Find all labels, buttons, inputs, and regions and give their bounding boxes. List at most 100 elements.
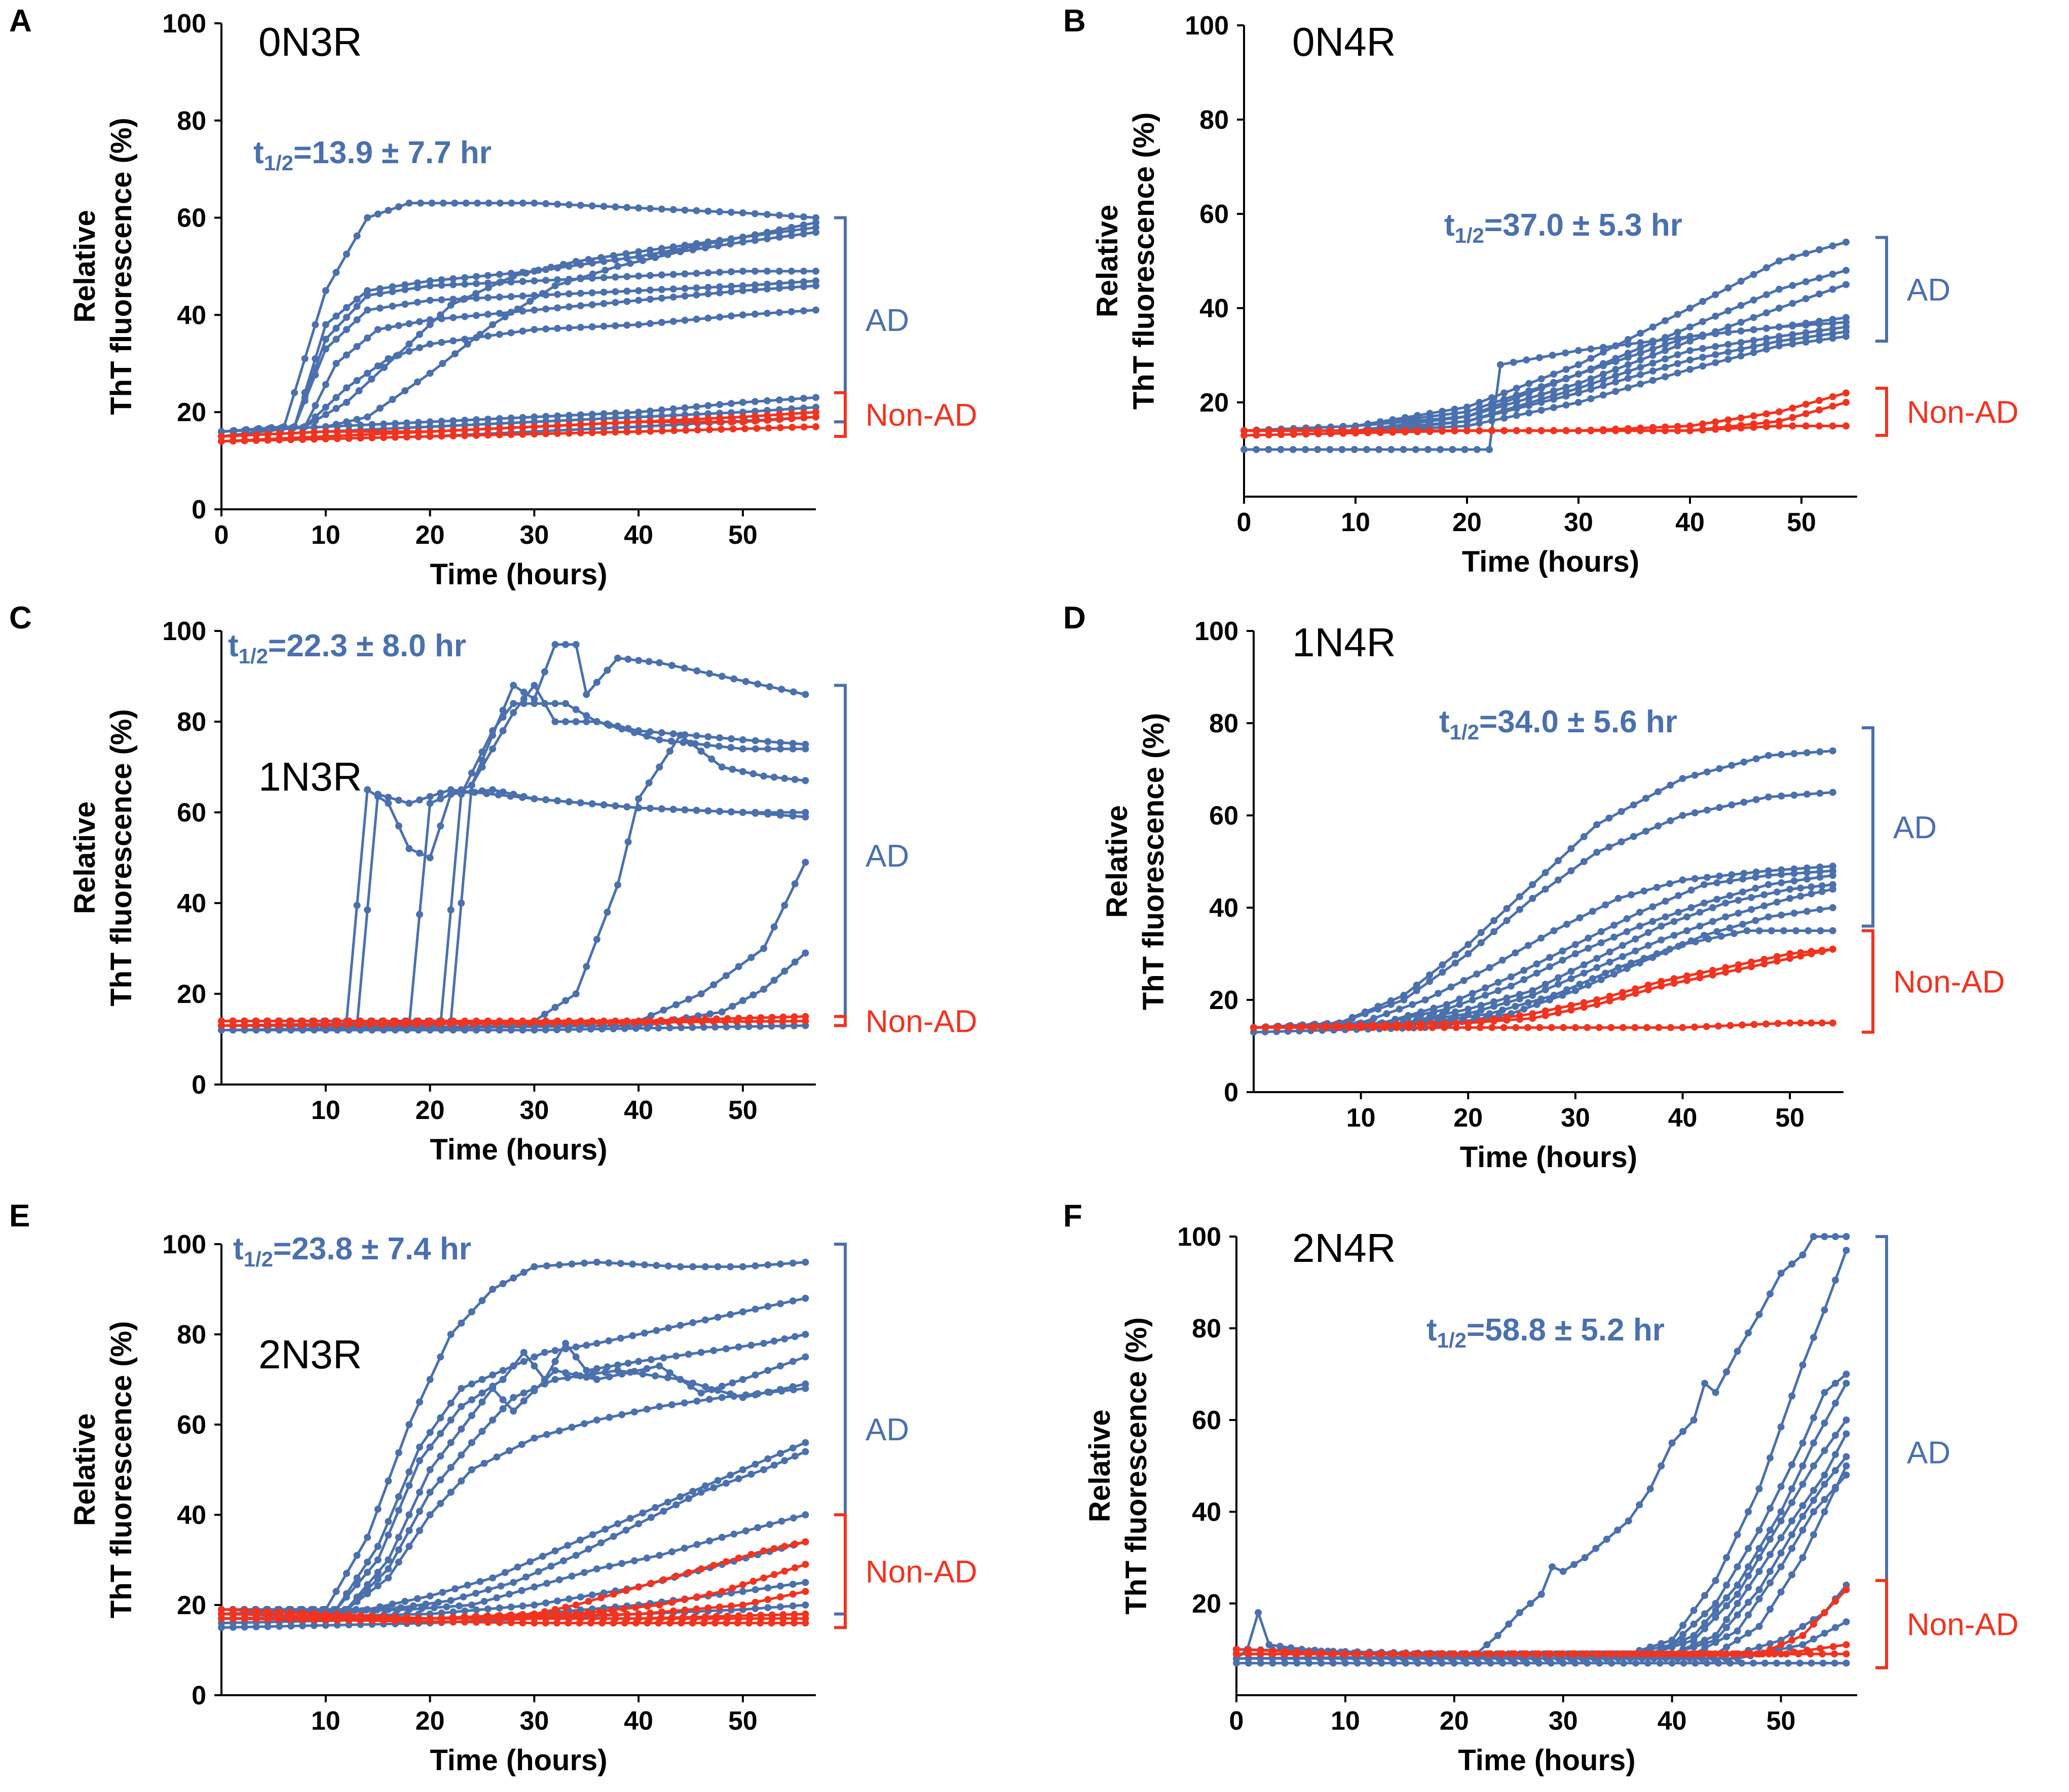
panel-a-point	[739, 268, 746, 275]
panel-f-point	[1829, 1643, 1837, 1651]
panel-d-point	[1439, 961, 1446, 968]
panel-c-point	[321, 1021, 328, 1029]
panel-a-xtick-label: 50	[728, 520, 758, 550]
panel-f-point	[1810, 1620, 1817, 1628]
panel-a-point	[484, 272, 492, 279]
panel-c-point	[666, 748, 673, 755]
panel-e-series-group	[218, 1258, 809, 1631]
panel-b-point	[1500, 399, 1508, 406]
panel-c-t-half: t1/2=22.3 ± 8.0 hr	[228, 628, 466, 668]
panel-a-point	[681, 270, 689, 278]
panel-e-point	[264, 1623, 272, 1630]
panel-d-point	[1803, 869, 1811, 876]
panel-a-point	[473, 280, 480, 287]
panel-b-point	[1674, 427, 1681, 434]
panel-e-point	[464, 1581, 471, 1589]
panel-d-point	[1559, 947, 1566, 955]
panel-a-point	[403, 433, 410, 441]
panel-d-point	[1571, 941, 1579, 948]
panel-b-point	[1649, 345, 1657, 353]
panel-a-point	[588, 202, 596, 210]
panel-e-point	[413, 1595, 421, 1602]
panel-f-point	[1668, 1439, 1676, 1447]
panel-d-point	[1620, 1024, 1627, 1031]
panel-c-point	[461, 1026, 469, 1034]
panel-d-point	[1740, 870, 1748, 877]
panel-c-point	[612, 802, 619, 810]
panel-b-point	[1476, 420, 1483, 427]
panel-e-point	[566, 1595, 573, 1603]
panel-a-point	[380, 434, 388, 441]
panel-d-point	[1760, 891, 1768, 899]
panel-c-point	[572, 718, 580, 725]
panel-e-point	[364, 1558, 371, 1566]
panel-b-point	[1842, 332, 1850, 340]
panel-a-point	[218, 437, 225, 445]
panel-b-point	[1724, 356, 1732, 363]
panel-f-point	[1788, 1636, 1796, 1644]
panel-b-point	[1562, 375, 1570, 383]
panel-f-point	[1821, 1420, 1828, 1427]
panel-c-point	[470, 1020, 477, 1027]
panel-e-point	[606, 1562, 613, 1570]
panel-e-point	[531, 1362, 538, 1370]
panel-e-point	[622, 1587, 630, 1594]
panel-e-ylabel-line2: ThT fluorescence (%)	[105, 1321, 138, 1619]
panel-c-point	[345, 1026, 353, 1034]
panel-c-point	[389, 1021, 397, 1028]
panel-a-point	[413, 279, 421, 287]
panel-f-point	[1745, 1629, 1752, 1637]
panel-c-point	[598, 1025, 606, 1033]
panel-b-point	[1314, 446, 1322, 453]
panel-f-point	[1810, 1414, 1817, 1422]
panel-a-point	[612, 428, 619, 436]
panel-a-point	[417, 199, 424, 207]
panel-d-point	[1589, 908, 1596, 915]
panel-c-point	[744, 1018, 752, 1025]
panel-a-point	[812, 413, 819, 421]
panel-f-point	[1690, 1416, 1698, 1424]
panel-a-point	[652, 254, 659, 262]
panel-e-ytick-label: 60	[177, 1410, 206, 1440]
panel-e-point	[437, 1476, 444, 1483]
panel-c-point	[489, 731, 497, 739]
panel-a-point	[301, 355, 309, 362]
panel-f-ytick-label: 20	[1192, 1589, 1221, 1619]
panel-f-point	[1777, 1483, 1785, 1490]
panel-c-point	[666, 1024, 673, 1032]
panel-f-point	[1842, 1430, 1850, 1438]
panel-a-point	[310, 428, 318, 436]
panel-e-point	[496, 1619, 503, 1626]
panel-f-point	[1808, 1659, 1815, 1667]
panel-a-point	[764, 211, 771, 218]
panel-d-point	[1571, 950, 1579, 957]
panel-c-point	[332, 1021, 340, 1028]
panel-b-point	[1776, 323, 1783, 331]
panel-e-point	[310, 1622, 318, 1629]
panel-d-point	[1739, 1021, 1746, 1029]
panel-c-point	[770, 773, 778, 781]
panel-a-ytick-label: 80	[177, 106, 206, 136]
panel-d-point	[1512, 1024, 1520, 1031]
panel-d-point	[1606, 948, 1613, 956]
panel-e-point	[779, 1619, 786, 1627]
panel-c-point	[395, 797, 402, 804]
panel-f-point	[1755, 1623, 1763, 1630]
panel-d-point	[1829, 904, 1836, 911]
panel-a-point	[764, 280, 771, 288]
panel-f-point	[1412, 1650, 1419, 1658]
panel-d-point	[1808, 950, 1815, 957]
panel-e-point	[601, 1368, 609, 1376]
panel-c-point	[669, 806, 677, 813]
panel-c-point	[495, 791, 502, 799]
panel-c-point	[600, 801, 608, 809]
panel-f-point	[1353, 1659, 1361, 1667]
panel-e-point	[541, 1380, 548, 1388]
panel-a-point	[566, 324, 573, 331]
panel-e-point	[468, 1412, 475, 1420]
panel-f-point	[1556, 1650, 1563, 1658]
panel-f-point	[1810, 1462, 1817, 1470]
panel-d-point	[1464, 950, 1472, 957]
panel-f-point	[1777, 1563, 1785, 1571]
panel-b-point	[1649, 323, 1657, 331]
